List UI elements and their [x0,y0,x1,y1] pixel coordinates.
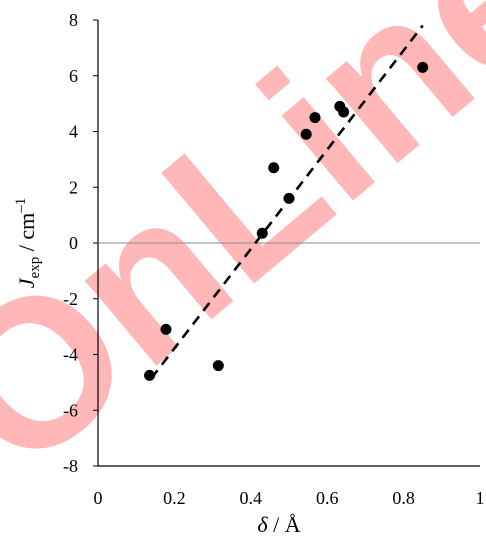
x-tick-label: 0 [94,488,103,508]
data-point [256,227,268,239]
y-tick-label: -2 [63,289,78,309]
data-point [417,61,429,73]
data-point [309,112,321,124]
x-tick-label: 0.8 [392,488,415,508]
y-axis-symbol: J [14,277,39,288]
y-tick-label: -6 [63,400,78,420]
y-tick-label: -4 [63,345,78,365]
data-point [338,106,350,118]
x-tick-label: 0.2 [163,488,186,508]
data-point [268,162,280,174]
y-tick-label: 0 [69,233,78,253]
x-tick-label: 1 [476,488,485,508]
data-point [212,360,224,372]
axis-labels: δ / Å Jexp / cm–1 [13,198,301,537]
x-tick-label: 0.4 [240,488,263,508]
data-point [283,192,295,204]
axes [93,19,480,467]
x-tick-label: 0.6 [316,488,339,508]
y-tick-label: 4 [69,122,78,142]
data-points [144,61,429,381]
x-axis-label: δ / Å [257,512,300,537]
data-point [160,323,172,335]
x-axis-unit: / Å [268,512,301,537]
y-axis-label: Jexp / cm–1 [13,198,43,288]
y-tick-label: -8 [63,456,78,476]
y-axis-superscript: –1 [13,198,29,214]
data-point [300,128,312,140]
y-axis-unit: / cm [14,213,39,257]
y-tick-label: 6 [69,66,78,86]
y-axis-subscript: exp [27,257,43,279]
data-point [144,369,156,381]
y-axis-label-group: Jexp / cm–1 [13,198,43,288]
x-axis-symbol: δ [257,512,268,537]
tick-labels: 0 0.2 0.4 0.6 0.8 1 -8 -6 -4 -2 0 2 4 6 8 [63,10,485,508]
y-tick-label: 8 [69,10,78,30]
y-tick-label: 2 [69,177,78,197]
